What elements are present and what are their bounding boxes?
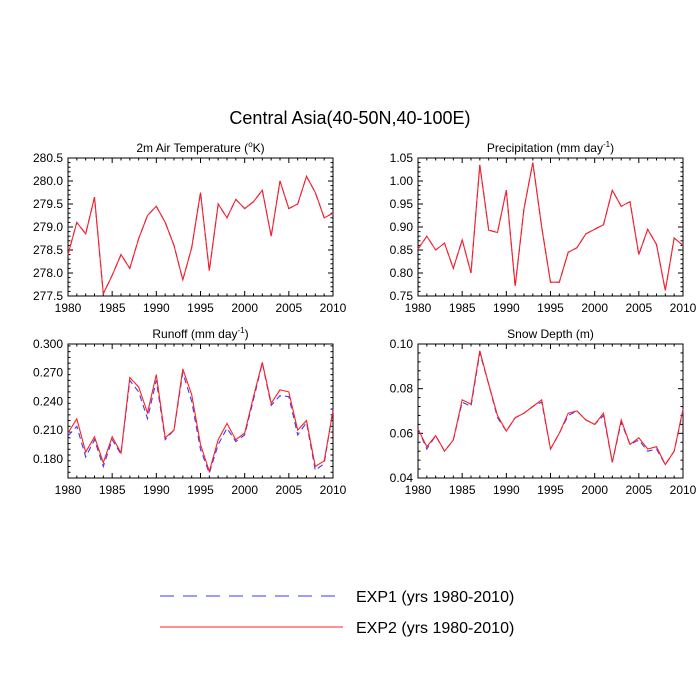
series-line-exp2: [67, 362, 334, 474]
figure-title: Central Asia(40-50N,40-100E): [229, 108, 470, 128]
x-tick-label: 1980: [55, 483, 82, 497]
panels: 2m Air Temperature (oK) 1980 1985 1990 1995 2…: [33, 140, 697, 497]
series-line-exp1: [67, 362, 334, 475]
x-tick-label: 2010: [670, 483, 697, 497]
y-tick-label: 0.90: [390, 220, 414, 234]
panel-title-main: 2m Air Temperature (: [136, 141, 248, 155]
y-tick-label: 1.05: [390, 151, 414, 165]
legend-label: EXP2 (yrs 1980-2010): [356, 620, 514, 637]
plot-frame: [417, 343, 684, 479]
x-tick-label: 2005: [275, 301, 302, 315]
x-tick-label: 2000: [231, 301, 258, 315]
x-tick-label: 1995: [187, 483, 214, 497]
x-tick-label: 2010: [320, 483, 347, 497]
x-tick-label: 1985: [449, 301, 476, 315]
y-tick-label: 279.5: [33, 197, 63, 211]
y-tick-label: 0.10: [390, 337, 414, 351]
y-tick-label: 280.5: [33, 151, 63, 165]
series-line-exp1: [417, 162, 684, 291]
y-tick-label: 0.270: [33, 366, 63, 380]
x-tick-label: 1995: [187, 301, 214, 315]
x-tick-label: 2010: [670, 301, 697, 315]
x-tick-label: 1980: [55, 301, 82, 315]
y-tick-label: 0.08: [390, 382, 414, 396]
y-tick-label: 0.85: [390, 243, 414, 257]
y-tick-label: 0.300: [33, 337, 63, 351]
x-tick-label: 1985: [99, 483, 126, 497]
y-tick-label: 280.0: [33, 174, 63, 188]
panel-title: Runoff (mm day-1): [152, 326, 248, 341]
x-tick-label: 1990: [493, 483, 520, 497]
y-tick-label: 0.75: [390, 289, 414, 303]
panel-runoff: Runoff (mm day-1) 1980 1985 1990 1995 2000 200…: [33, 326, 347, 497]
series-line-exp2: [417, 350, 684, 466]
y-tick-label: 278.0: [33, 266, 63, 280]
x-tick-label: 1995: [537, 301, 564, 315]
series-line-exp2: [417, 162, 684, 291]
plot-frame: [417, 157, 684, 297]
panel-snow-depth: Snow Depth (m) 1980 1985 1990 1995 2000 2005 20…: [390, 327, 697, 497]
x-tick-label: 2005: [275, 483, 302, 497]
panel-title: 2m Air Temperature (oK): [136, 140, 264, 155]
panel-title-superscript: -1: [603, 140, 611, 149]
y-tick-label: 0.06: [390, 426, 414, 440]
x-tick-label: 1990: [143, 483, 170, 497]
y-tick-label: 0.210: [33, 423, 63, 437]
panel-title-main: Runoff (mm day: [152, 327, 237, 341]
panel-title-main: Precipitation (mm day: [487, 141, 603, 155]
legend-label: EXP1 (yrs 1980-2010): [356, 589, 514, 606]
x-tick-label: 2000: [581, 301, 608, 315]
y-tick-label: 0.80: [390, 266, 414, 280]
x-tick-label: 2000: [231, 483, 258, 497]
y-tick-label: 0.240: [33, 394, 63, 408]
y-tick-label: 1.00: [390, 174, 414, 188]
x-tick-label: 1985: [99, 301, 126, 315]
x-tick-label: 1990: [493, 301, 520, 315]
y-tick-label: 279.0: [33, 220, 63, 234]
panel-precipitation: Precipitation (mm day-1) 1980 1985 1990 1995…: [390, 140, 697, 315]
panel-title-superscript: o: [248, 140, 253, 149]
panel-title-main: Snow Depth (m): [507, 327, 594, 341]
x-tick-label: 2005: [625, 301, 652, 315]
series-line-exp2: [67, 175, 334, 296]
x-tick-label: 1995: [537, 483, 564, 497]
panel-title: Precipitation (mm day-1): [487, 140, 614, 155]
panel-title-superscript: -1: [238, 326, 246, 335]
x-tick-label: 2000: [581, 483, 608, 497]
x-tick-label: 1980: [405, 483, 432, 497]
y-tick-label: 0.95: [390, 197, 414, 211]
y-tick-label: 0.180: [33, 452, 63, 466]
panel-title-tail: K): [253, 141, 265, 155]
legend-entry: EXP1 (yrs 1980-2010): [160, 589, 514, 606]
panel-title-tail: ): [245, 327, 249, 341]
x-tick-label: 2005: [625, 483, 652, 497]
panel-air-temperature: 2m Air Temperature (oK) 1980 1985 1990 1995 2…: [33, 140, 347, 315]
y-tick-label: 277.5: [33, 289, 63, 303]
panel-title: Snow Depth (m): [507, 327, 594, 341]
y-tick-label: 0.04: [390, 471, 414, 485]
legend-entry: EXP2 (yrs 1980-2010): [160, 620, 514, 637]
x-tick-label: 1980: [405, 301, 432, 315]
plot-frame: [67, 157, 334, 297]
y-tick-label: 278.5: [33, 243, 63, 257]
legend: EXP1 (yrs 1980-2010) EXP2 (yrs 1980-2010): [160, 589, 514, 637]
x-tick-label: 2010: [320, 301, 347, 315]
x-tick-label: 1990: [143, 301, 170, 315]
panel-title-tail: ): [610, 141, 614, 155]
x-tick-label: 1985: [449, 483, 476, 497]
